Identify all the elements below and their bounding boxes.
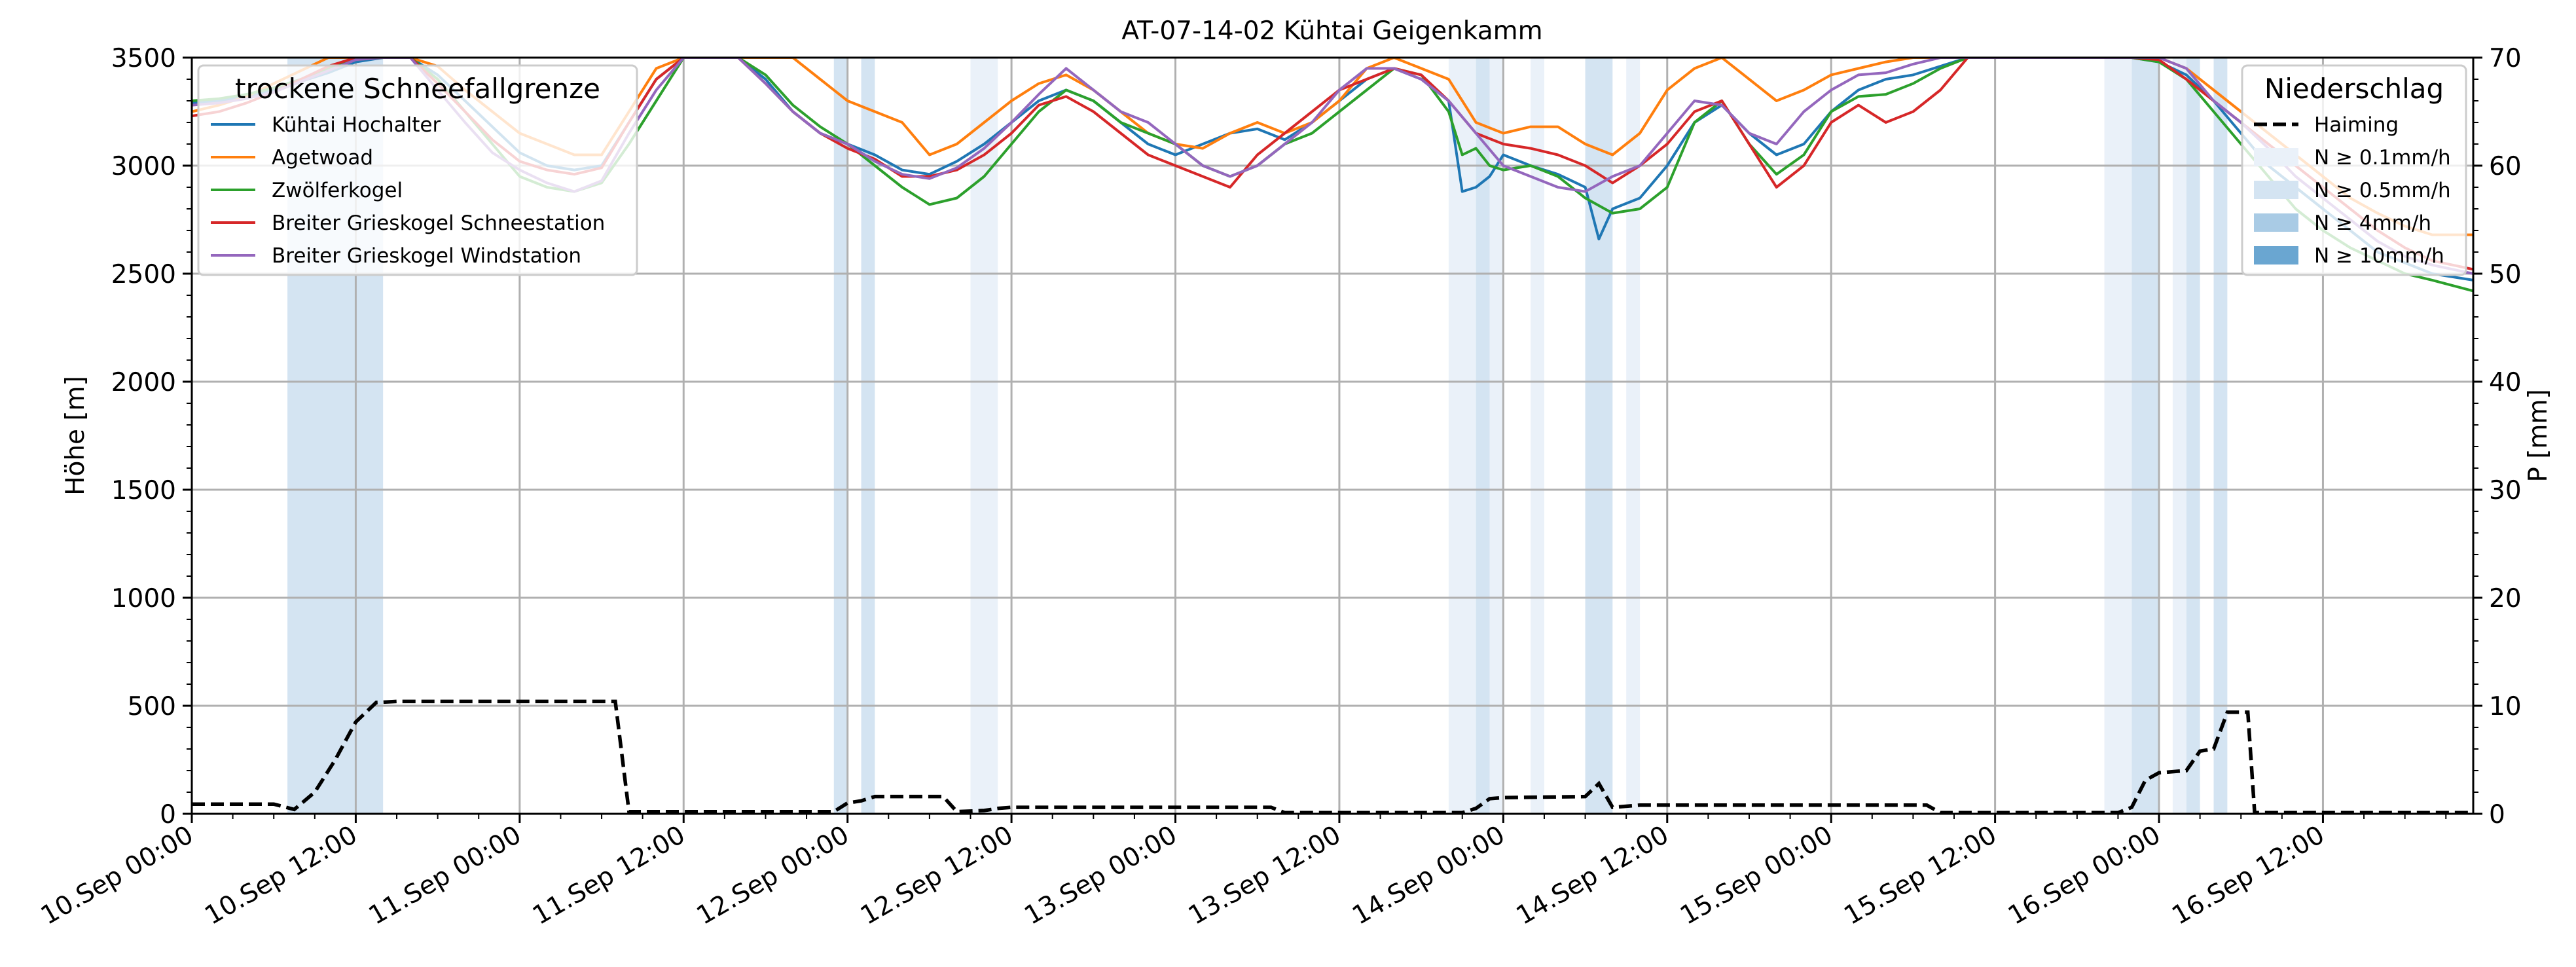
legend-band-label-2: N ≥ 0.5mm/h xyxy=(2314,179,2451,202)
precip-band xyxy=(2104,58,2132,814)
precip-band xyxy=(1626,58,1641,814)
legend-snowline-box xyxy=(197,64,638,276)
y2-tick-label: 40 xyxy=(2489,368,2522,397)
legend-label-2: Agetwoad xyxy=(272,146,373,170)
legend-band-swatch-1 xyxy=(2254,148,2298,166)
y2-tick-label: 50 xyxy=(2489,260,2522,289)
legend-band-label-3: N ≥ 4mm/h xyxy=(2314,211,2431,235)
precip-band xyxy=(970,58,998,814)
legend-band-swatch-4 xyxy=(2254,246,2298,265)
y2-tick-label: 0 xyxy=(2489,800,2505,830)
precip-band xyxy=(861,58,875,814)
precip-band xyxy=(1489,58,1504,814)
precip-band xyxy=(2186,58,2200,814)
precip-band xyxy=(1448,58,1476,814)
y-axis-title: Höhe [m] xyxy=(61,376,90,496)
y2-tick-label: 70 xyxy=(2489,44,2522,73)
legend-band-swatch-2 xyxy=(2254,181,2298,199)
y-tick-label: 3500 xyxy=(111,44,176,73)
precip-band xyxy=(1585,58,1613,814)
y2-tick-label: 10 xyxy=(2489,692,2522,721)
legend-precip-line-label: Haiming xyxy=(2314,113,2399,137)
y-tick-label: 3000 xyxy=(111,152,176,181)
precip-band xyxy=(2172,58,2186,814)
precip-series-line xyxy=(192,699,2473,814)
y2-tick-label: 60 xyxy=(2489,152,2522,181)
legend-snowline: trockene Schneefallgrenze Kühtai Hochalte… xyxy=(197,64,638,276)
y-tick-label: 1500 xyxy=(111,476,176,505)
y-tick-label: 0 xyxy=(160,800,176,830)
chart-title: AT-07-14-02 Kühtai Geigenkamm xyxy=(1121,16,1542,46)
legend-band-label-4: N ≥ 10mm/h xyxy=(2314,244,2444,268)
precip-line xyxy=(192,699,2473,814)
y-tick-label: 2000 xyxy=(111,368,176,397)
precip-band xyxy=(2213,58,2228,814)
legend-precip: Niederschlag Haiming N ≥ 0.1mm/h N ≥ 0.5mm/… xyxy=(2241,64,2467,276)
legend-label-3: Zwölferkogel xyxy=(272,179,403,202)
y-tick-label: 500 xyxy=(128,692,176,721)
y-tick-label: 1000 xyxy=(111,584,176,613)
precip-band xyxy=(1531,58,1544,814)
precip-band xyxy=(1476,58,1490,814)
legend-snowline-title: trockene Schneefallgrenze xyxy=(235,73,600,105)
legend-label-4: Breiter Grieskogel Schneestation xyxy=(272,211,605,235)
legend-band-label-1: N ≥ 0.1mm/h xyxy=(2314,146,2451,170)
legend-precip-title: Niederschlag xyxy=(2264,73,2444,105)
legend-band-swatch-3 xyxy=(2254,213,2298,232)
y2-axis-title: P [mm] xyxy=(2524,389,2553,482)
legend-label-1: Kühtai Hochalter xyxy=(272,113,441,137)
precip-band xyxy=(2132,58,2160,814)
precip-band xyxy=(833,58,848,814)
legend-label-5: Breiter Grieskogel Windstation xyxy=(272,244,581,268)
y2-tick-label: 20 xyxy=(2489,584,2522,613)
y2-tick-label: 30 xyxy=(2489,476,2522,505)
plot-frame xyxy=(190,56,2475,815)
y-tick-label: 2500 xyxy=(111,260,176,289)
